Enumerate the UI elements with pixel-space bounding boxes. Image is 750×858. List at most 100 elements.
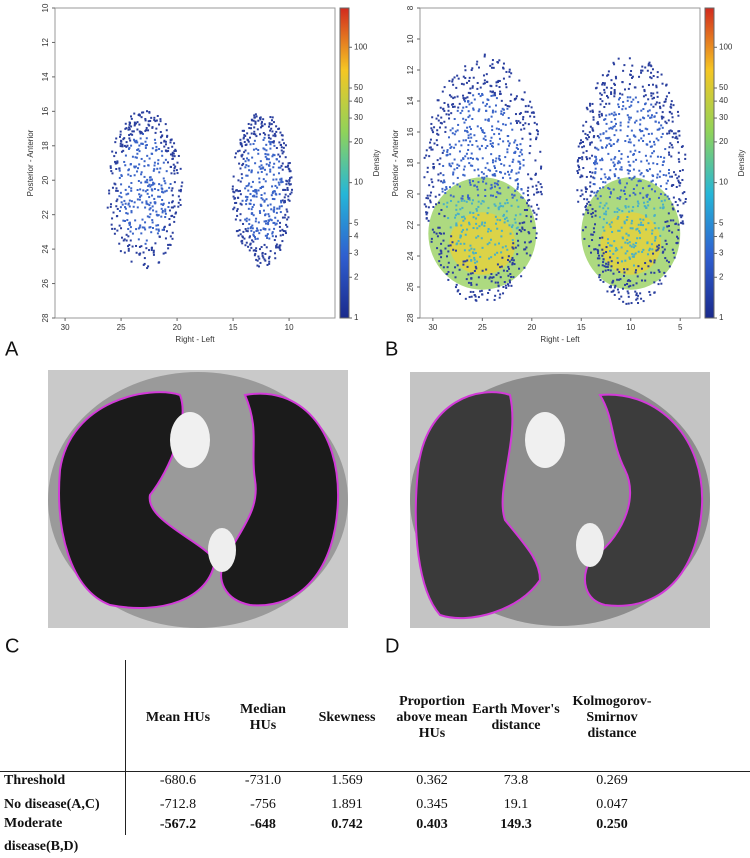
density-point <box>127 169 130 172</box>
density-point <box>487 118 490 121</box>
density-point <box>610 79 613 82</box>
density-point <box>586 202 589 205</box>
density-point <box>650 180 653 183</box>
density-point <box>480 171 483 174</box>
density-point <box>615 247 618 250</box>
density-point <box>124 202 127 205</box>
density-point <box>451 241 454 244</box>
density-point <box>477 181 480 184</box>
density-point <box>675 185 678 188</box>
density-point <box>603 106 606 109</box>
density-point <box>509 232 512 235</box>
density-point <box>478 147 481 150</box>
density-point <box>498 79 501 82</box>
density-point <box>264 234 267 237</box>
density-point <box>675 242 678 245</box>
density-point <box>621 287 624 290</box>
density-point <box>233 191 236 194</box>
density-point <box>490 186 493 189</box>
density-point <box>580 174 583 177</box>
density-point <box>467 136 470 139</box>
density-point <box>616 210 619 213</box>
density-point <box>484 194 487 197</box>
density-point <box>249 227 252 230</box>
density-point <box>602 181 605 184</box>
density-point <box>580 139 583 142</box>
density-point <box>667 212 670 215</box>
density-point <box>576 172 579 175</box>
density-point <box>157 214 160 217</box>
density-point <box>493 182 496 185</box>
density-point <box>626 96 629 99</box>
density-point <box>431 116 434 119</box>
density-point <box>516 253 519 256</box>
density-point <box>458 185 461 188</box>
density-point <box>493 91 496 94</box>
density-point <box>463 217 466 220</box>
density-point <box>135 228 138 231</box>
density-point <box>252 190 255 193</box>
density-point <box>651 248 654 251</box>
density-point <box>490 136 493 139</box>
density-point <box>530 106 533 109</box>
density-point <box>653 281 656 284</box>
density-point <box>120 201 123 204</box>
density-point <box>250 185 253 188</box>
density-point <box>458 164 461 167</box>
density-point <box>470 247 473 250</box>
density-point <box>447 244 450 247</box>
density-point <box>453 96 456 99</box>
density-point <box>620 153 623 156</box>
density-point <box>467 197 470 200</box>
density-point <box>513 141 516 144</box>
density-point <box>139 132 142 135</box>
density-point <box>263 199 266 202</box>
density-point <box>250 246 253 249</box>
density-point <box>136 170 139 173</box>
density-point <box>590 212 593 215</box>
density-point <box>668 168 671 171</box>
density-point <box>628 169 631 172</box>
density-point <box>147 185 150 188</box>
density-point <box>540 165 543 168</box>
density-point <box>288 183 291 186</box>
density-point <box>494 160 497 163</box>
density-point <box>278 183 281 186</box>
density-point <box>499 276 502 279</box>
density-point <box>461 197 464 200</box>
density-point <box>581 156 584 159</box>
density-point <box>469 157 472 160</box>
density-point <box>288 179 291 182</box>
density-point <box>618 208 621 211</box>
density-point <box>133 140 136 143</box>
density-point <box>645 215 648 218</box>
density-core <box>449 212 516 275</box>
density-point <box>244 149 247 152</box>
density-point <box>509 177 512 180</box>
density-point <box>141 226 144 229</box>
density-point <box>659 185 662 188</box>
density-point <box>462 106 465 109</box>
density-point <box>602 280 605 283</box>
density-point <box>428 184 431 187</box>
density-point <box>285 183 288 186</box>
density-point <box>139 195 142 198</box>
density-point <box>169 141 172 144</box>
density-point <box>667 119 670 122</box>
density-point <box>281 152 284 155</box>
density-point <box>289 170 292 173</box>
density-point <box>489 276 492 279</box>
density-point <box>136 188 139 191</box>
density-point <box>263 123 266 126</box>
y-tick-label: 28 <box>41 313 50 322</box>
density-point <box>429 141 432 144</box>
density-point <box>609 269 612 272</box>
density-point <box>271 116 274 119</box>
density-point <box>509 273 512 276</box>
density-point <box>171 201 174 204</box>
density-point <box>452 248 455 251</box>
density-point <box>627 279 630 282</box>
density-point <box>648 109 651 112</box>
density-point <box>526 110 529 113</box>
density-point <box>145 143 148 146</box>
